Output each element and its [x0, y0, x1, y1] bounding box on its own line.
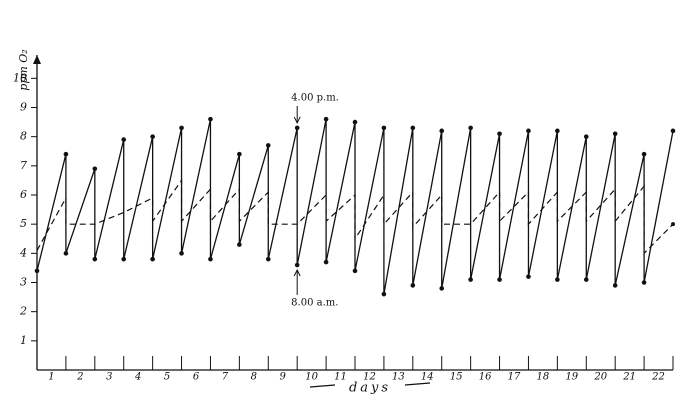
data-point — [410, 283, 416, 288]
data-point — [352, 119, 358, 125]
data-point — [439, 286, 445, 291]
x-tick-label: 1 — [48, 372, 54, 383]
x-tick-label: 9 — [280, 372, 287, 383]
x-tick-label: 6 — [193, 372, 200, 383]
data-point — [555, 128, 560, 134]
data-point — [323, 259, 329, 265]
data-point — [612, 131, 618, 137]
x-axis-label: days — [349, 381, 391, 396]
data-point — [294, 125, 300, 131]
data-point — [583, 134, 589, 139]
data-point — [439, 128, 445, 134]
x-tick-label: 21 — [622, 372, 636, 383]
x-tick-label: 13 — [392, 372, 405, 383]
series-line — [36, 178, 674, 255]
data-point — [208, 116, 213, 122]
y-axis-label: ppm O₂ — [17, 49, 30, 90]
data-point — [381, 291, 387, 297]
data-point — [63, 151, 69, 157]
x-tick-label: 15 — [450, 372, 463, 383]
data-point — [121, 256, 127, 262]
annotation-arrowhead — [293, 116, 301, 125]
data-point — [237, 151, 242, 157]
data-point — [63, 251, 69, 256]
x-tick-label: 3 — [106, 372, 112, 383]
data-point — [294, 262, 300, 268]
x-tick-label: 22 — [651, 372, 665, 383]
x-tick-label: 14 — [421, 372, 434, 383]
annotation: 4.00 p.m. — [291, 92, 339, 103]
y-tick-label: 2 — [19, 305, 27, 318]
x-label-dash — [309, 384, 336, 388]
annotation-arrowhead — [293, 268, 301, 277]
y-tick-label: 7 — [20, 159, 27, 172]
data-point — [121, 137, 127, 142]
data-point — [497, 131, 502, 137]
data-point — [670, 128, 676, 134]
data-point — [583, 277, 589, 282]
data-point — [323, 116, 329, 122]
data-point — [92, 166, 98, 172]
y-tick-label: 6 — [20, 188, 27, 201]
data-point — [555, 277, 560, 282]
data-point — [237, 242, 242, 247]
x-tick-label: 10 — [305, 372, 318, 383]
data-point — [208, 256, 213, 262]
x-tick-label: 19 — [565, 372, 578, 383]
data-point — [641, 280, 647, 285]
data-point — [410, 125, 416, 131]
data-point — [92, 256, 98, 262]
x-tick-label: 18 — [537, 372, 550, 383]
data-point — [468, 277, 473, 282]
data-point — [150, 134, 155, 139]
y-tick-label: 4 — [19, 246, 27, 259]
y-tick-label: 3 — [20, 276, 27, 289]
x-tick-label: 16 — [479, 372, 492, 383]
x-tick-label: 17 — [508, 372, 521, 383]
y-axis-arrow — [33, 55, 41, 64]
data-point — [265, 143, 271, 148]
x-tick-label: 12 — [363, 372, 376, 383]
data-point — [526, 274, 531, 279]
y-tick-label: 10 — [13, 71, 27, 84]
data-point — [641, 151, 647, 157]
x-tick-label: 11 — [334, 372, 347, 383]
y-tick-label: 1 — [20, 334, 27, 347]
data-point — [671, 222, 675, 227]
y-tick-label: 8 — [20, 130, 27, 143]
data-point — [150, 256, 155, 262]
data-point — [265, 256, 271, 262]
data-point — [352, 268, 358, 274]
y-tick-label: 9 — [20, 101, 27, 114]
x-tick-label: 8 — [251, 372, 257, 383]
data-point — [381, 125, 387, 131]
annotation: 8.00 a.m. — [291, 298, 338, 309]
data-point — [612, 283, 618, 288]
x-label-dash — [404, 382, 431, 386]
data-point — [179, 125, 184, 131]
data-point — [526, 128, 531, 134]
data-point — [468, 125, 473, 131]
x-tick-label: 20 — [593, 372, 607, 383]
x-tick-label: 7 — [222, 372, 229, 383]
data-point — [34, 268, 40, 274]
x-tick-label: 5 — [164, 372, 170, 383]
x-tick-label: 2 — [76, 372, 83, 383]
data-point — [179, 251, 184, 256]
data-point — [497, 277, 502, 282]
y-tick-label: 5 — [20, 217, 27, 230]
x-tick-label: 4 — [134, 372, 141, 383]
